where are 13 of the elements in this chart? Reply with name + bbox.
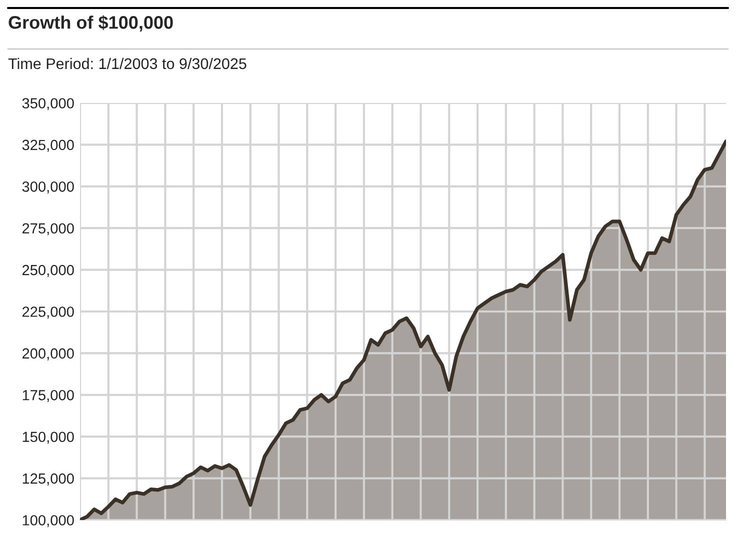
y-tick-label: 100,000 <box>22 515 74 528</box>
y-tick-label: 175,000 <box>22 390 74 402</box>
y-tick-label: 150,000 <box>22 432 74 444</box>
y-tick-label: 350,000 <box>22 98 74 110</box>
y-tick-label: 250,000 <box>22 264 74 277</box>
y-tick-label: 225,000 <box>22 306 74 319</box>
y-tick-label: 325,000 <box>22 140 74 152</box>
y-tick-label: 125,000 <box>22 473 74 486</box>
chart-subtitle: Time Period: 1/1/2003 to 9/30/2025 <box>8 58 246 70</box>
y-tick-label: 200,000 <box>22 348 74 360</box>
y-tick-label: 300,000 <box>22 182 74 194</box>
y-tick-label: 275,000 <box>22 223 74 236</box>
chart-title: Growth of $100,000 <box>8 15 173 32</box>
